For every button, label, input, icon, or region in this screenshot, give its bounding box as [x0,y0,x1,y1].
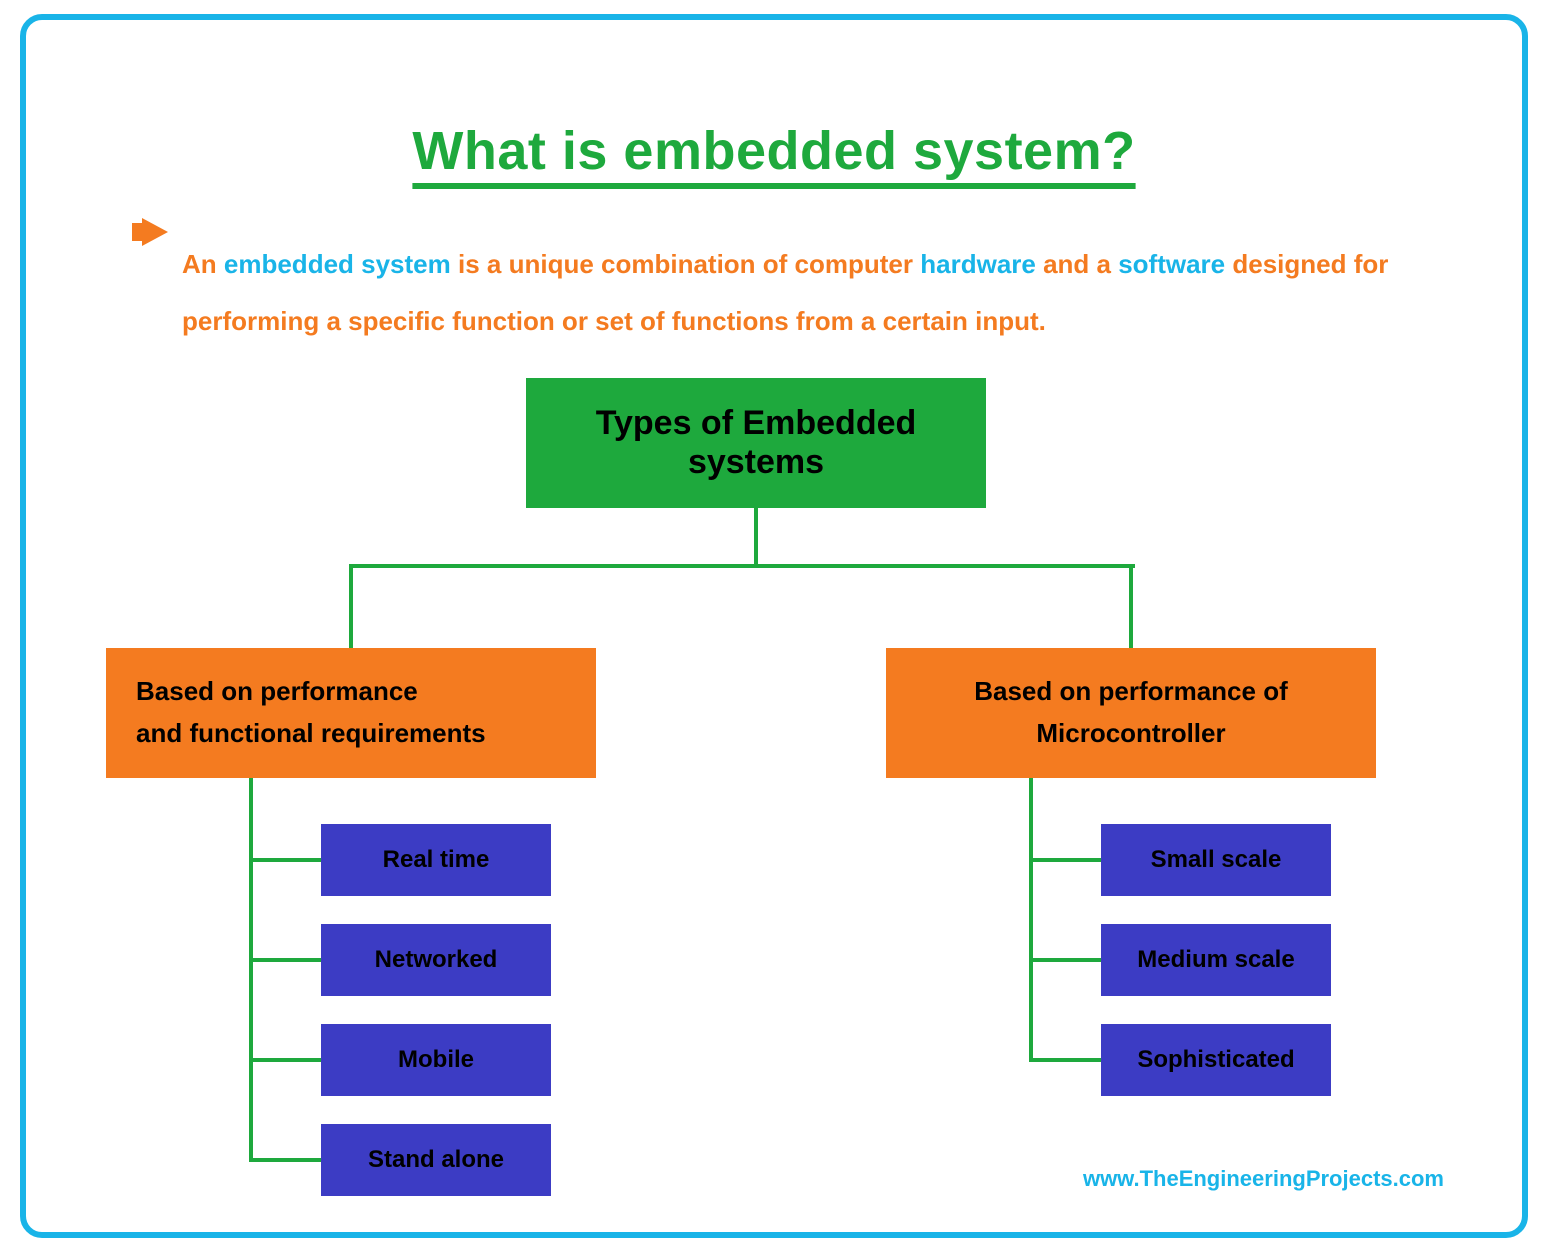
description-segment: hardware [920,249,1036,279]
root-node: Types of Embedded systems [526,378,986,508]
category-node: Based on performance of Microcontroller [886,648,1376,778]
connector-line [1029,778,1033,1062]
connector-line [251,958,321,962]
connector-line [1031,958,1101,962]
connector-line [251,858,321,862]
diagram-frame: What is embedded system? An embedded sys… [20,14,1528,1238]
description-segment: software [1118,249,1225,279]
connector-line [754,508,758,564]
leaf-node: Small scale [1101,824,1331,896]
page-title: What is embedded system? [26,120,1522,182]
leaf-node: Sophisticated [1101,1024,1331,1096]
description-segment: and a [1036,249,1118,279]
leaf-node: Networked [321,924,551,996]
leaf-node: Medium scale [1101,924,1331,996]
category-node: Based on performance and functional requ… [106,648,596,778]
leaf-node: Stand alone [321,1124,551,1196]
description-text: An embedded system is a unique combinati… [182,236,1492,350]
connector-line [251,1058,321,1062]
leaf-node: Mobile [321,1024,551,1096]
description-segment: is a unique combination of computer [451,249,920,279]
connector-line [1031,1058,1101,1062]
connector-line [251,1158,321,1162]
bullet-arrow-icon [142,218,168,246]
connector-line [249,778,253,1162]
description-segment: embedded system [224,249,451,279]
connector-line [1031,858,1101,862]
connector-line [349,564,353,648]
footer-attribution: www.TheEngineeringProjects.com [1083,1166,1444,1192]
leaf-node: Real time [321,824,551,896]
description-segment: An [182,249,224,279]
connector-line [1129,564,1133,648]
connector-line [351,564,1135,568]
